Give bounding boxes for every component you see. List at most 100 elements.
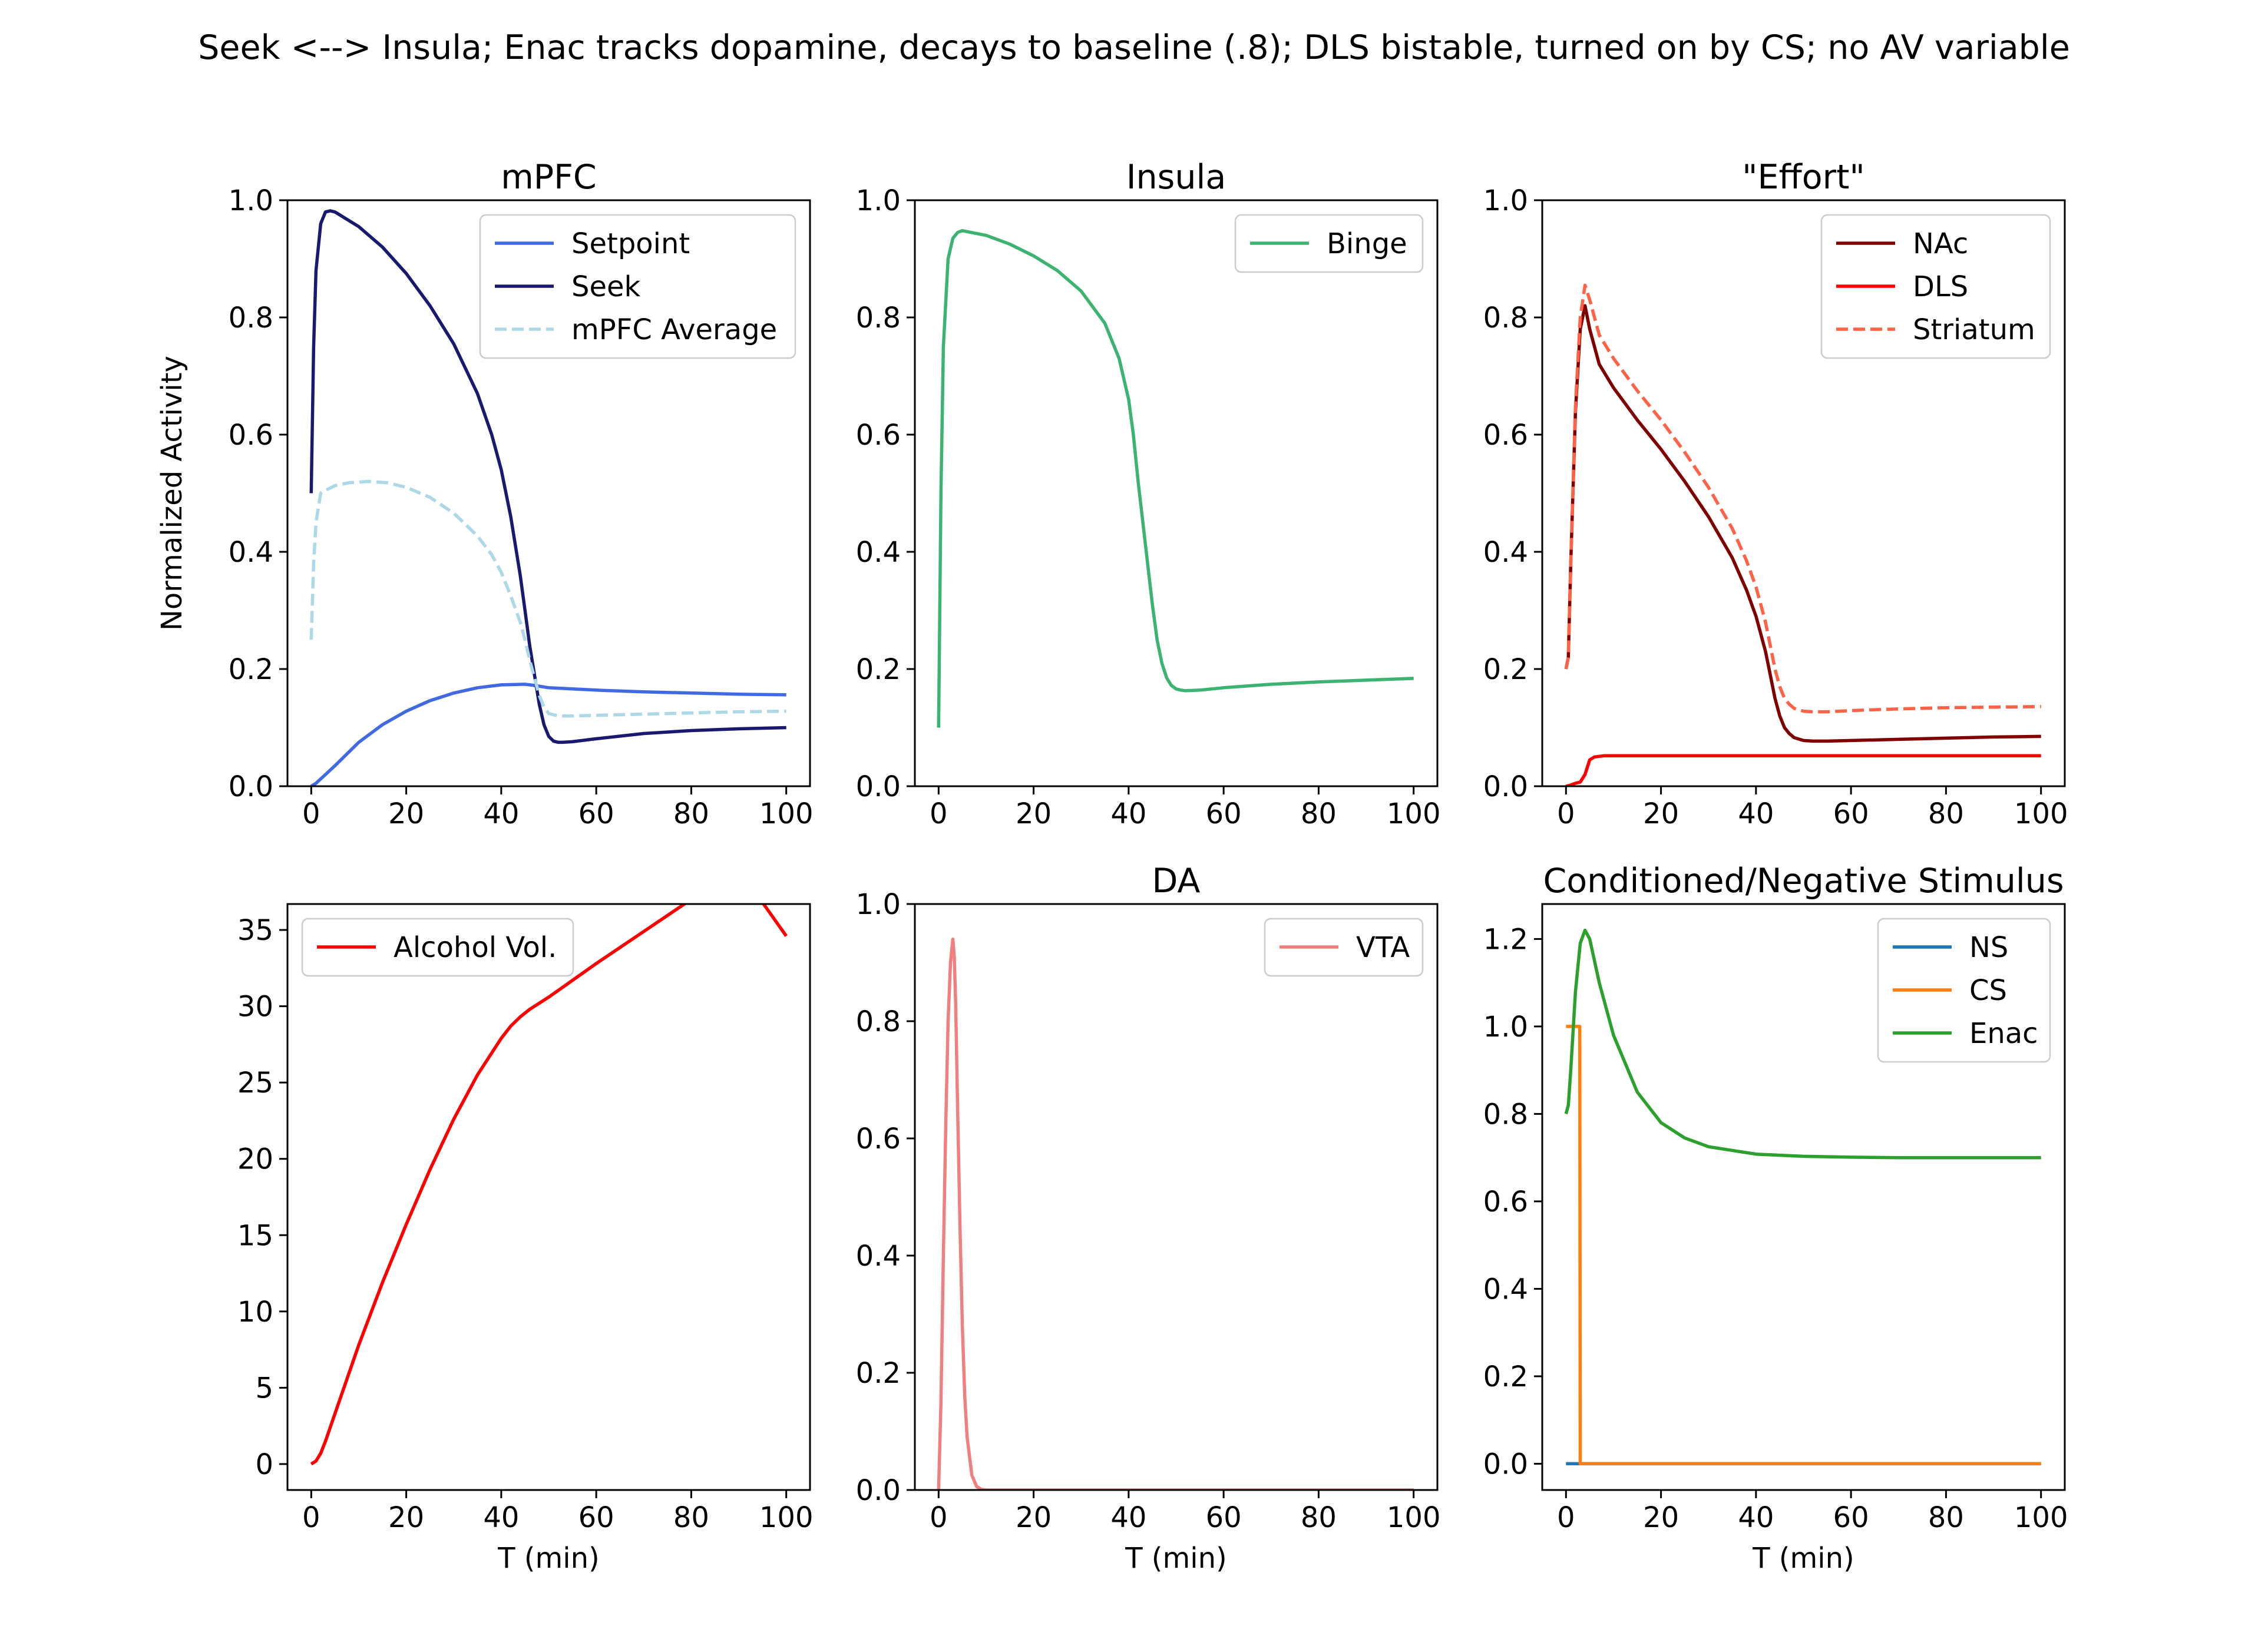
series-line-binge (937, 229, 1414, 728)
y-tick-label: 0.4 (229, 536, 273, 569)
subplot-da: 0 20 40 60 80 100 0.0 0.2 0.4 0.6 0.8 1.0 DA T (min) V… (856, 862, 1441, 1575)
y-tick-label: 0.2 (1483, 653, 1528, 686)
series-line-dls (1565, 754, 2041, 786)
y-tick-label: 0.2 (856, 653, 901, 686)
legend-box (1264, 918, 1424, 977)
y-tick-label: 0 (255, 1448, 273, 1481)
y-tick-label: 1.0 (856, 888, 901, 921)
y-tick-label: 1.0 (229, 184, 273, 217)
legend: Binge (1234, 214, 1424, 273)
legend-box (1877, 918, 2051, 1063)
x-tick-label: 20 (1016, 797, 1052, 830)
x-tick-label: 20 (1643, 1501, 1679, 1534)
subplot-cs: 0 20 40 60 80 100 0.0 0.2 0.4 0.6 0.8 1.0 1.2 Conditi… (1483, 862, 2068, 1575)
y-tick-label: 0.8 (229, 302, 273, 335)
legend-label: Setpoint (571, 227, 690, 260)
y-tick-label: 35 (237, 914, 273, 947)
x-tick-label: 40 (1110, 797, 1146, 830)
y-tick-label: 0.6 (856, 1122, 901, 1155)
legend: Setpoint Seek mPFC Average (479, 214, 796, 359)
subplot-effort: 0 20 40 60 80 100 0.0 0.2 0.4 0.6 0.8 1.0 "Effort" NA… (1483, 158, 2068, 830)
legend-box (301, 918, 574, 977)
legend-label: Striatum (1913, 313, 2035, 346)
y-tick-label: 0.2 (229, 653, 273, 686)
figure-suptitle: Seek <--> Insula; Enac tracks dopamine, … (198, 28, 2070, 67)
series-line-mpfc-average (309, 479, 786, 718)
y-tick-label: 0.8 (856, 302, 901, 335)
y-tick-label: 0.6 (229, 419, 273, 452)
x-tick-label: 100 (1387, 797, 1441, 830)
legend: NS CS Enac (1877, 918, 2051, 1063)
x-tick-label: 20 (1016, 1501, 1052, 1534)
x-tick-label: 20 (388, 797, 424, 830)
legend-label: NS (1969, 931, 2008, 964)
y-tick-label: 0.0 (229, 770, 273, 803)
y-tick-label: 10 (237, 1296, 273, 1329)
y-tick-label: 0.4 (1483, 536, 1528, 569)
x-tick-label: 40 (483, 797, 519, 830)
y-tick-label: 0.4 (1483, 1273, 1528, 1306)
x-tick-label: 0 (930, 1501, 948, 1534)
y-tick-label: 30 (237, 991, 273, 1024)
plot-frame (286, 903, 811, 1491)
y-tick-label: 0.6 (1483, 1186, 1528, 1218)
x-tick-label: 80 (1301, 1501, 1337, 1534)
y-tick-label: 0.4 (856, 536, 901, 569)
y-tick-label: 0.2 (1483, 1360, 1528, 1393)
y-tick-label: 0.2 (856, 1357, 901, 1390)
y-tick-label: 20 (237, 1143, 273, 1176)
x-tick-label: 80 (673, 797, 709, 830)
legend-box (1820, 214, 2051, 359)
x-tick-label: 40 (1738, 797, 1774, 830)
legend-label: Enac (1969, 1017, 2038, 1050)
legend-label: CS (1969, 974, 2007, 1007)
x-tick-label: 60 (578, 1501, 614, 1534)
subplot-alcohol: 0 20 40 60 80 100 0 5 10 15 20 25 30 35 T (min) Alcohol… (237, 903, 813, 1575)
legend: Alcohol Vol. (301, 918, 574, 977)
y-tick-label: 1.0 (1483, 1011, 1528, 1044)
x-tick-label: 0 (1557, 1501, 1575, 1534)
x-tick-label: 100 (759, 797, 814, 830)
legend-label: Seek (571, 270, 641, 303)
subplot-title: "Effort" (1742, 158, 1864, 197)
x-tick-label: 40 (1738, 1501, 1774, 1534)
y-tick-label: 1.2 (1483, 923, 1528, 956)
y-tick-label: 1.0 (856, 184, 901, 217)
x-tick-label: 20 (1643, 797, 1679, 830)
subplot-mpfc: 0 20 40 60 80 100 0.0 0.2 0.4 0.6 0.8 1.0 mPFC Normal… (156, 158, 813, 830)
y-tick-label: 0.4 (856, 1240, 901, 1273)
y-tick-label: 0.8 (1483, 1098, 1528, 1131)
x-tick-label: 80 (1301, 797, 1337, 830)
x-tick-label: 60 (1833, 1501, 1869, 1534)
y-tick-label: 0.0 (856, 1474, 901, 1507)
y-tick-label: 0.6 (1483, 419, 1528, 452)
legend: VTA (1264, 918, 1424, 977)
legend-label: VTA (1356, 931, 1410, 964)
x-tick-label: 40 (483, 1501, 519, 1534)
x-tick-label: 100 (2014, 797, 2068, 830)
y-tick-label: 0.0 (1483, 1448, 1528, 1481)
subplot-title: Conditioned/Negative Stimulus (1543, 862, 2064, 900)
x-tick-label: 60 (1206, 797, 1242, 830)
x-axis-label: T (min) (497, 1542, 600, 1575)
x-tick-label: 60 (1206, 1501, 1242, 1534)
legend-label: NAc (1913, 227, 1968, 260)
x-tick-label: 60 (1833, 797, 1869, 830)
subplot-title: Insula (1126, 158, 1226, 197)
series-line-enac (1564, 928, 2041, 1160)
legend: NAc DLS Striatum (1820, 214, 2051, 359)
series-line-setpoint (310, 683, 786, 786)
y-tick-label: 0.6 (856, 419, 901, 452)
series-line-seek (309, 209, 786, 744)
y-tick-label: 5 (255, 1372, 273, 1405)
plot-frame (914, 199, 1439, 787)
series-line-nac (1564, 304, 2041, 743)
series-line-alcohol-vol (310, 904, 788, 1466)
y-axis-label: Normalized Activity (156, 356, 189, 631)
legend-label: Alcohol Vol. (394, 931, 557, 964)
x-tick-label: 0 (302, 797, 320, 830)
legend-label: DLS (1913, 270, 1968, 303)
x-tick-label: 40 (1110, 1501, 1146, 1534)
x-tick-label: 100 (2014, 1501, 2068, 1534)
